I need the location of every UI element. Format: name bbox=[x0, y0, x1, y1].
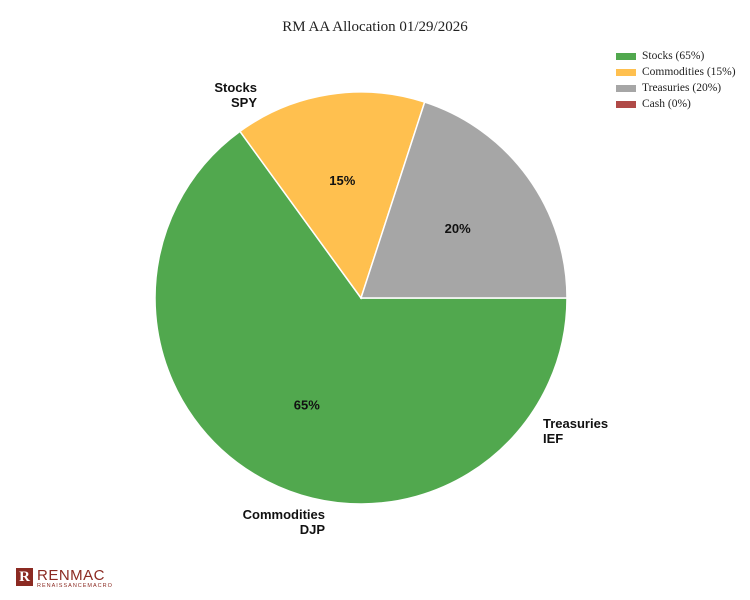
slice-label-treasuries: Treasuries IEF bbox=[543, 416, 608, 446]
pct-label-commodities: 15% bbox=[329, 173, 355, 188]
renmac-logo: R RENMAC RENAISSANCEMACRO bbox=[16, 568, 113, 590]
pct-label-treasuries: 20% bbox=[445, 221, 471, 236]
slice-name-treasuries: Treasuries bbox=[543, 416, 608, 431]
slice-ticker-stocks: SPY bbox=[231, 95, 257, 110]
legend-item-commodities[interactable]: Commodities (15%) bbox=[616, 64, 736, 80]
logo-name: RENMAC bbox=[37, 567, 106, 584]
legend-label-treasuries: Treasuries (20%) bbox=[642, 82, 722, 94]
legend-swatch-stocks bbox=[616, 52, 636, 60]
logo-subtitle: RENAISSANCEMACRO bbox=[37, 583, 113, 589]
legend-swatch-treasuries bbox=[616, 84, 636, 92]
pie-slice-commodities[interactable] bbox=[238, 91, 426, 300]
legend-label-stocks: Stocks (65%) bbox=[642, 50, 705, 62]
pct-label-stocks: 65% bbox=[294, 397, 320, 412]
legend: Stocks (65%) Commodities (15%) Treasurie… bbox=[616, 48, 736, 112]
logo-text: RENMAC RENAISSANCEMACRO bbox=[37, 568, 113, 590]
legend-swatch-commodities bbox=[616, 68, 636, 76]
logo-mark-icon: R bbox=[16, 568, 33, 586]
legend-label-cash: Cash (0%) bbox=[642, 98, 691, 110]
legend-swatch-cash bbox=[616, 100, 636, 108]
chart-title: RM AA Allocation 01/29/2026 bbox=[282, 19, 468, 35]
slice-ticker-treasuries: IEF bbox=[543, 431, 563, 446]
legend-item-treasuries[interactable]: Treasuries (20%) bbox=[616, 80, 736, 96]
slice-label-stocks: Stocks SPY bbox=[214, 80, 257, 110]
slice-ticker-commodities: DJP bbox=[300, 522, 326, 537]
slice-label-commodities: Commodities DJP bbox=[243, 507, 326, 537]
legend-item-cash[interactable]: Cash (0%) bbox=[616, 96, 736, 112]
slice-name-commodities: Commodities bbox=[243, 507, 325, 522]
slice-name-stocks: Stocks bbox=[214, 80, 257, 95]
legend-label-commodities: Commodities (15%) bbox=[642, 66, 736, 78]
pie-slice-stocks[interactable] bbox=[154, 130, 568, 505]
pie-slice-treasuries[interactable] bbox=[359, 101, 568, 299]
legend-item-stocks[interactable]: Stocks (65%) bbox=[616, 48, 736, 64]
